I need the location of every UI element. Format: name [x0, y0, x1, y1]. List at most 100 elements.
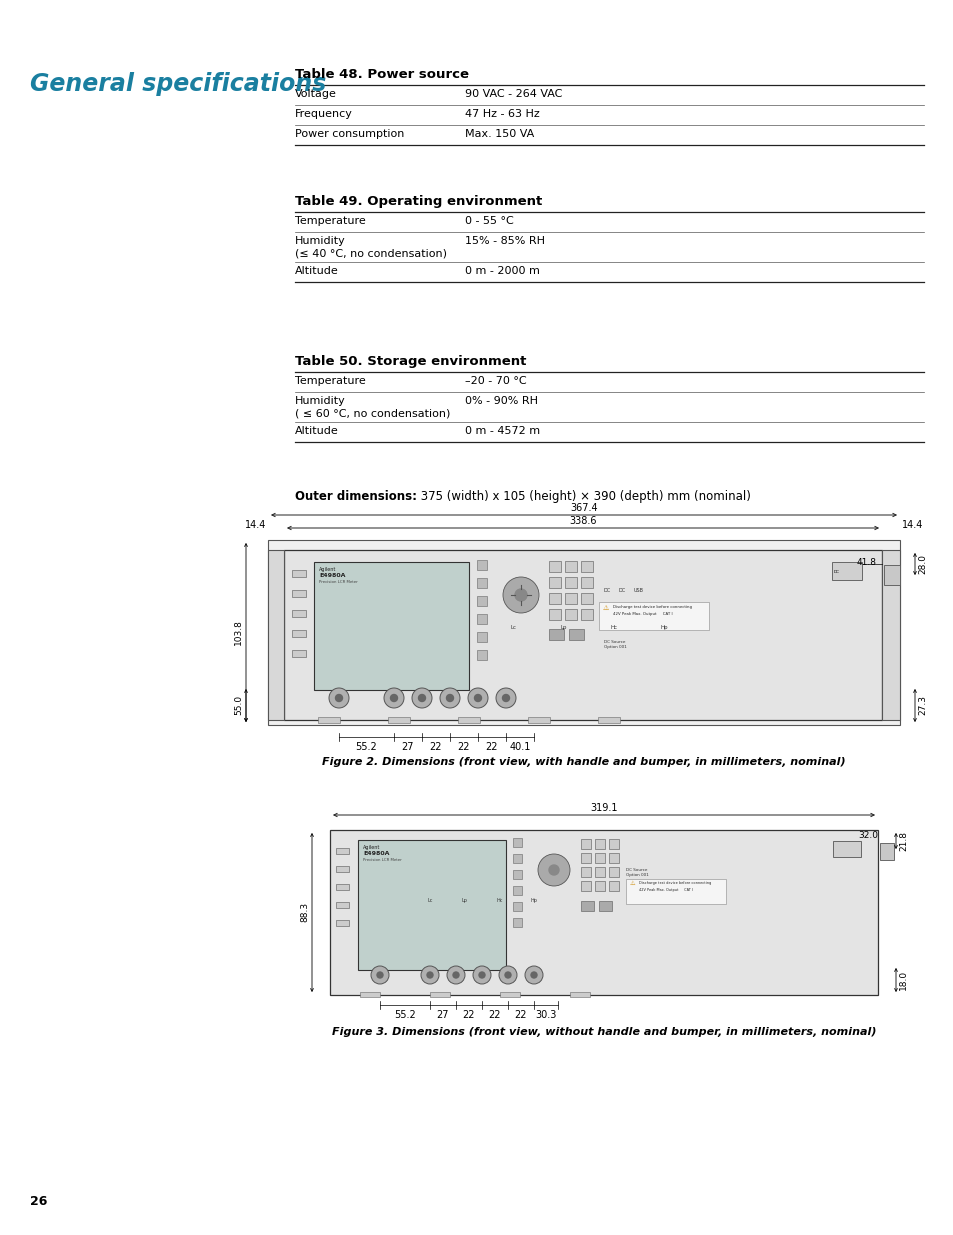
- Bar: [476, 559, 486, 571]
- Text: 375 (width) x 105 (height) × 390 (depth) mm (nominal): 375 (width) x 105 (height) × 390 (depth)…: [416, 490, 750, 503]
- Bar: [268, 540, 899, 725]
- Bar: [548, 577, 560, 588]
- Circle shape: [376, 972, 382, 978]
- Text: USB: USB: [634, 588, 643, 593]
- Text: DC: DC: [618, 588, 625, 593]
- Bar: [284, 550, 882, 720]
- Text: 21.8: 21.8: [898, 831, 907, 851]
- Text: 88.3: 88.3: [299, 902, 309, 923]
- Text: 0 m - 2000 m: 0 m - 2000 m: [464, 266, 539, 275]
- Circle shape: [390, 694, 397, 701]
- Bar: [430, 992, 450, 997]
- Bar: [608, 839, 618, 848]
- Text: 367.4: 367.4: [570, 503, 598, 513]
- Circle shape: [498, 966, 517, 984]
- Circle shape: [384, 688, 403, 708]
- Text: Temperature: Temperature: [294, 375, 365, 387]
- Text: Voltage: Voltage: [294, 89, 336, 99]
- Circle shape: [502, 694, 509, 701]
- Text: DC Source: DC Source: [603, 640, 625, 643]
- Text: 55.2: 55.2: [355, 742, 376, 752]
- Text: Lp: Lp: [461, 898, 467, 903]
- Bar: [608, 867, 618, 877]
- Circle shape: [478, 972, 484, 978]
- Bar: [580, 853, 590, 863]
- Text: 0 - 55 °C: 0 - 55 °C: [464, 216, 514, 226]
- Circle shape: [502, 577, 538, 613]
- Text: DC: DC: [833, 571, 840, 574]
- Text: Hp: Hp: [659, 625, 667, 630]
- Text: 27.3: 27.3: [917, 695, 926, 715]
- Circle shape: [453, 972, 458, 978]
- Bar: [580, 577, 593, 588]
- Text: Figure 2. Dimensions (front view, with handle and bumper, in millimeters, nomina: Figure 2. Dimensions (front view, with h…: [322, 757, 845, 767]
- Text: 103.8: 103.8: [233, 619, 243, 645]
- Circle shape: [524, 966, 542, 984]
- Text: 22: 22: [485, 742, 497, 752]
- Text: Agilent: Agilent: [363, 845, 380, 850]
- Circle shape: [496, 688, 516, 708]
- Text: Option 001: Option 001: [625, 873, 648, 877]
- Bar: [580, 561, 593, 572]
- Text: 42V Peak Max. Output     CAT I: 42V Peak Max. Output CAT I: [613, 613, 672, 616]
- Text: 14.4: 14.4: [901, 520, 923, 530]
- Bar: [527, 718, 550, 722]
- Bar: [580, 881, 590, 890]
- Text: 27: 27: [401, 742, 414, 752]
- Bar: [568, 629, 583, 640]
- Text: 18.0: 18.0: [898, 969, 907, 990]
- Circle shape: [371, 966, 389, 984]
- Bar: [580, 609, 593, 620]
- Circle shape: [515, 589, 526, 601]
- Text: ⚠: ⚠: [629, 881, 635, 885]
- Bar: [292, 630, 306, 637]
- Text: Precision LCR Meter: Precision LCR Meter: [363, 858, 401, 862]
- Text: 22: 22: [457, 742, 470, 752]
- Bar: [268, 550, 284, 720]
- Text: Precision LCR Meter: Precision LCR Meter: [318, 580, 357, 584]
- Bar: [595, 881, 604, 890]
- Circle shape: [548, 864, 558, 876]
- Circle shape: [473, 966, 491, 984]
- Bar: [548, 593, 560, 604]
- Bar: [625, 879, 725, 904]
- Text: E4980A: E4980A: [318, 573, 345, 578]
- Text: 22: 22: [429, 742, 442, 752]
- Text: Table 49. Operating environment: Table 49. Operating environment: [294, 195, 541, 207]
- Bar: [598, 601, 708, 630]
- Bar: [883, 564, 899, 585]
- Bar: [476, 650, 486, 659]
- Bar: [832, 841, 861, 857]
- Text: 27: 27: [436, 1010, 449, 1020]
- Circle shape: [446, 694, 453, 701]
- Circle shape: [420, 966, 438, 984]
- Text: Humidity: Humidity: [294, 236, 345, 246]
- Bar: [513, 869, 521, 879]
- Bar: [499, 992, 519, 997]
- Circle shape: [427, 972, 433, 978]
- Bar: [388, 718, 410, 722]
- Text: Outer dimensions:: Outer dimensions:: [294, 490, 416, 503]
- Circle shape: [335, 694, 342, 701]
- Text: ⚠: ⚠: [602, 605, 609, 611]
- Bar: [608, 853, 618, 863]
- Text: Humidity: Humidity: [294, 396, 345, 406]
- Bar: [608, 881, 618, 890]
- Text: 40.1: 40.1: [509, 742, 530, 752]
- Bar: [476, 597, 486, 606]
- Text: General specifications: General specifications: [30, 72, 326, 96]
- Circle shape: [468, 688, 488, 708]
- Bar: [595, 867, 604, 877]
- Text: E4980A: E4980A: [363, 851, 389, 856]
- Bar: [513, 918, 521, 927]
- Text: Lc: Lc: [511, 625, 517, 630]
- Circle shape: [504, 972, 511, 978]
- Bar: [335, 848, 349, 853]
- Text: 28.0: 28.0: [917, 555, 926, 574]
- Bar: [317, 718, 339, 722]
- Text: 22: 22: [488, 1010, 500, 1020]
- Text: 338.6: 338.6: [569, 516, 597, 526]
- Bar: [292, 610, 306, 618]
- Bar: [548, 609, 560, 620]
- Bar: [513, 853, 521, 863]
